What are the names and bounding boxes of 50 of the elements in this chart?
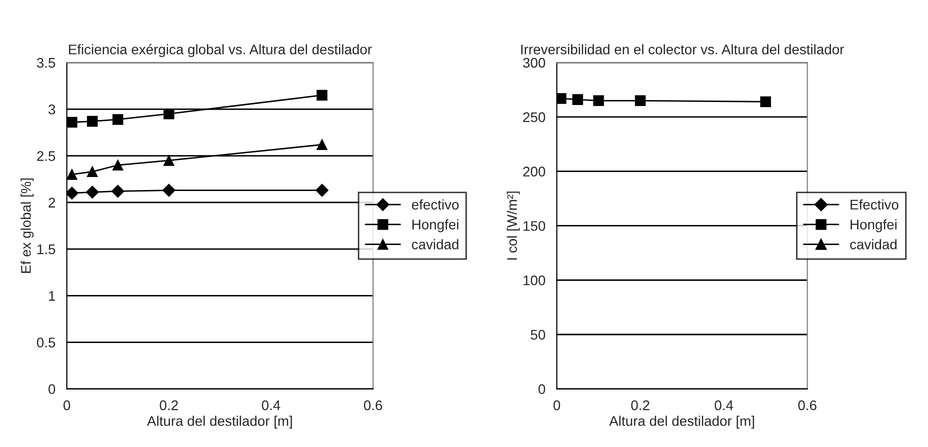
point (316, 139, 328, 150)
point (112, 114, 124, 125)
point (66, 186, 78, 200)
y-tick-label: 200 (523, 166, 546, 177)
x-tick-label: 0.4 (714, 400, 734, 410)
point (162, 184, 176, 197)
y-tick-label: 100 (524, 275, 546, 286)
y-tick-label: 1.5 (37, 244, 56, 254)
point (164, 155, 174, 166)
legend-label: Hongfei (850, 219, 896, 232)
legend-label: efectivo (412, 199, 459, 210)
point (66, 169, 78, 180)
x-tick-label: 0.2 (160, 400, 178, 410)
y-axis-title: I col [W/m²] (506, 192, 520, 260)
point (86, 166, 98, 178)
x-tick-label: 0.2 (631, 400, 650, 410)
y-tick-label: 0.5 (36, 338, 56, 348)
y-tick-label: 150 (524, 221, 546, 231)
y-tick-label: 2 (48, 198, 56, 208)
point (112, 160, 124, 171)
y-tick-label: 0 (538, 384, 546, 394)
x-tick-label: 0 (553, 400, 560, 410)
y-tick-label: 50 (530, 330, 546, 340)
chart-title: Irreversibilidad en el colector vs. Altura del destilador (521, 44, 844, 54)
x-tick-label: 0.6 (364, 400, 382, 410)
legend-label: cavidad (412, 239, 458, 250)
legend-label: Efectivo (850, 199, 898, 210)
point (164, 108, 174, 120)
x-tick-label: 0 (63, 400, 70, 410)
x-tick-label: 0.4 (262, 400, 280, 410)
point (86, 116, 98, 127)
point (111, 184, 124, 198)
legend-label: Hongfei (412, 219, 458, 232)
point (86, 186, 99, 199)
y-tick-label: 3 (48, 104, 56, 114)
point (66, 116, 78, 128)
x-tick-label: 0.6 (798, 400, 816, 410)
y-tick-label: 3.5 (36, 58, 56, 68)
y-tick-label: 1 (49, 291, 56, 301)
point (316, 184, 328, 197)
legend-label: cavidad (850, 239, 897, 250)
y-tick-label: 2.5 (37, 151, 56, 161)
x-axis-title: Altura del destilador [m] (147, 416, 292, 429)
y-tick-label: 300 (523, 58, 546, 68)
point (316, 90, 328, 101)
y-tick-label: 0 (48, 384, 56, 394)
x-axis-title: Altura del destilador [m] (609, 416, 754, 429)
chart-title: Eficiencia exérgica global vs. Altura del destilador (68, 44, 372, 58)
y-axis-title: Ef ex global [%] (20, 178, 34, 273)
y-tick-label: 250 (523, 112, 546, 122)
